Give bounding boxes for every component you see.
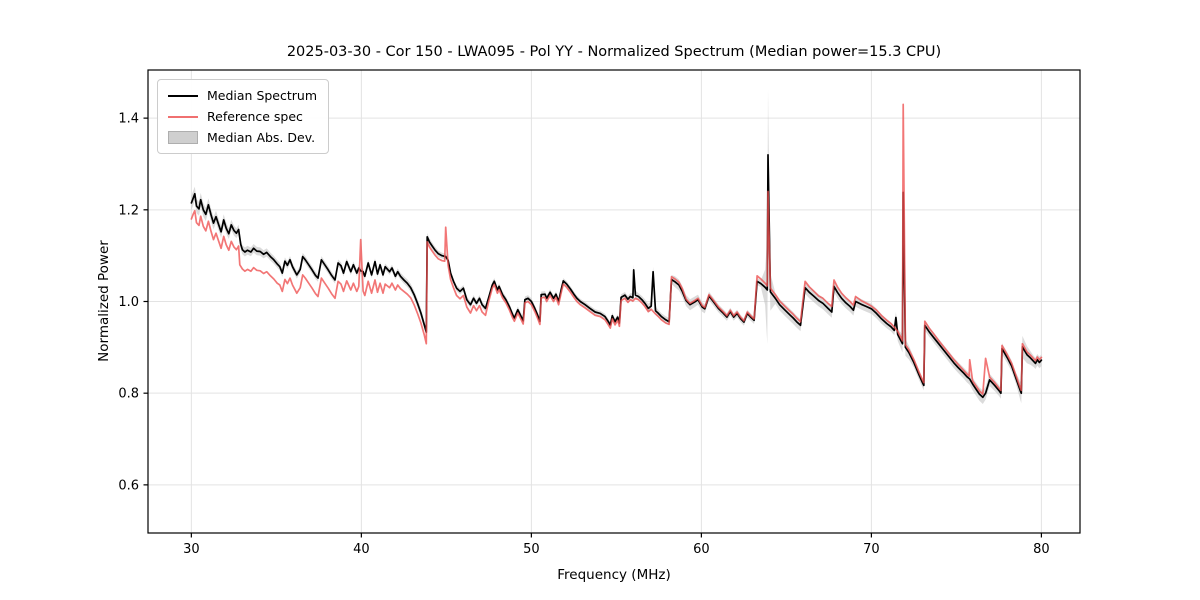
reference-spec-line	[190, 103, 1043, 395]
x-tick-label: 50	[523, 542, 540, 557]
legend-item-median-spectrum: Median Spectrum	[168, 88, 317, 103]
median-spectrum-line-swatch	[168, 94, 198, 97]
x-tick-label: 80	[1033, 542, 1050, 557]
median-spectrum-line	[190, 153, 1043, 399]
y-tick-label: 1.0	[118, 295, 139, 310]
median-abs-dev-patch-swatch	[168, 131, 198, 144]
x-tick-label: 40	[353, 542, 370, 557]
legend-item-reference-spec: Reference spec	[168, 109, 317, 124]
x-tick-label: 60	[693, 542, 710, 557]
legend-label: Median Spectrum	[207, 88, 318, 103]
chart-title: 2025-03-30 - Cor 150 - LWA095 - Pol YY -…	[286, 44, 942, 60]
legend-label: Reference spec	[207, 109, 303, 124]
x-tick-label: 30	[183, 542, 200, 557]
x-axis-label: Frequency (MHz)	[557, 567, 671, 583]
legend-item-median-abs-dev: Median Abs. Dev.	[168, 130, 317, 145]
y-tick-label: 1.2	[118, 203, 139, 218]
legend: Median Spectrum Reference spec Median Ab…	[157, 79, 330, 154]
reference-spec-line-swatch	[168, 115, 198, 118]
y-tick-label: 0.6	[118, 478, 139, 493]
x-tick-label: 70	[863, 542, 880, 557]
y-tick-label: 0.8	[118, 387, 139, 402]
legend-label: Median Abs. Dev.	[207, 130, 316, 145]
y-tick-label: 1.4	[118, 112, 139, 127]
y-axis-label: Normalized Power	[96, 240, 112, 362]
